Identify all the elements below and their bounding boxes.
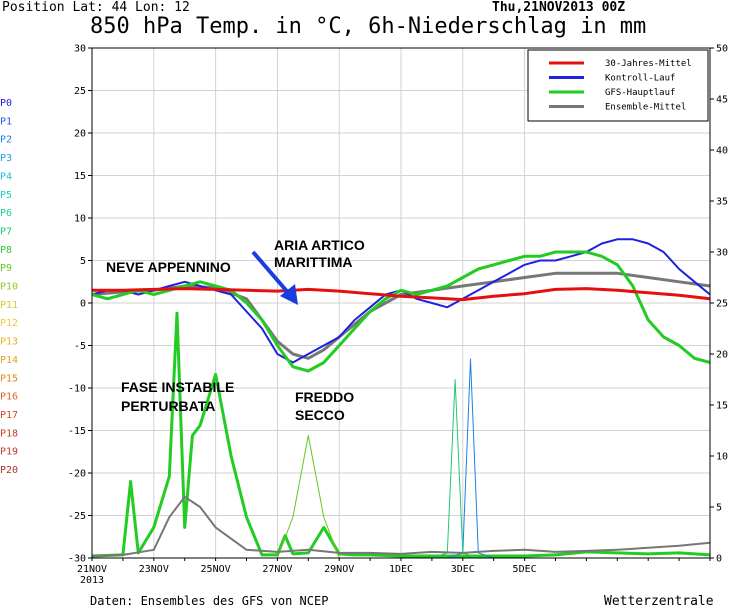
data-source: Daten: Ensembles des GFS von NCEP [90,594,329,608]
member-label-p18: P18 [0,428,18,439]
temperature-series [91,238,711,373]
member-label-p3: P3 [0,153,12,164]
chart-title: 850 hPa Temp. in °C, 6h-Niederschlag in … [90,14,647,39]
annotation-marittima: MARITTIMA [274,254,353,270]
left-tick-label: -5 [74,341,86,352]
right-tick-label: 45 [716,95,728,106]
left-tick-label: -25 [68,511,86,522]
temp-line-30-jahres-mittel [92,287,711,302]
member-label-p14: P14 [0,355,18,366]
member-label-p13: P13 [0,337,18,348]
brand-label: Wetterzentrale [604,594,714,609]
precipitation-series [91,311,711,559]
precip-line-p2 [447,358,494,559]
right-tick-label: 40 [716,146,728,157]
member-label-p5: P5 [0,190,12,201]
left-tick-label: 15 [74,171,86,182]
right-tick-label: 20 [716,350,728,361]
legend-label: 30-Jahres-Mittel [605,59,692,69]
member-label-p11: P11 [0,300,18,311]
member-label-p4: P4 [0,171,12,182]
left-axis: 30 25 20 15 10 5 0 -5 -10 -15 -20 -25 -30 [68,44,92,565]
member-label-p2: P2 [0,135,12,146]
member-label-p16: P16 [0,392,18,403]
member-label-p15: P15 [0,373,18,384]
member-label-p12: P12 [0,318,18,329]
arrow-shaft [251,250,293,298]
precip-line-p9 [276,435,340,559]
left-tick-label: -15 [68,426,86,437]
x-tick-label: 23NOV [139,564,169,575]
member-label-p10: P10 [0,282,18,293]
member-label-p0: P0 [0,98,12,109]
x-tick-label: 25NOV [201,564,231,575]
member-label-p7: P7 [0,226,12,237]
member-label-p6: P6 [0,208,12,219]
member-label-p19: P19 [0,447,18,458]
x-tick-label: 27NOV [262,564,292,575]
arrow-icon [251,250,298,305]
precip-line-p7 [431,379,479,559]
x-tick-label: 29NOV [324,564,354,575]
left-tick-label: -20 [68,469,86,480]
precip-line-gfs-hauptlauf [91,311,711,558]
annotation-neve-appennino: NEVE APPENNINO [106,259,231,275]
left-tick-label: -10 [68,384,86,395]
legend-label: Ensemble-Mittel [605,103,686,113]
right-tick-label: 50 [716,44,728,55]
left-tick-label: 10 [74,214,86,225]
right-tick-label: 0 [716,554,722,565]
x-tick-label: 1DEC [389,564,413,575]
annotation-aria-artico: ARIA ARTICO [274,237,365,253]
right-tick-label: 10 [716,452,728,463]
right-tick-label: 25 [716,299,728,310]
right-tick-label: 35 [716,197,728,208]
run-date: Thu,21NOV2013 00Z [492,0,626,15]
left-tick-label: -30 [68,554,86,565]
annotations: NEVE APPENNINO ARIA ARTICO MARITTIMA FAS… [106,237,365,423]
member-labels: P0 P1 P2 P3 P4 P5 P6 P7 P8 P9 P10 P11 P12 P13 P14 P15 P1… [0,98,18,476]
left-tick-label: 25 [74,86,86,97]
temp-line-ensemble-mittel [91,271,711,360]
legend-entries: 30-Jahres-Mittel Kontroll-Lauf GFS-Hauptla… [549,59,692,113]
x-axis: 21NOV2013 23NOV 25NOV 27NOV 29NOV 1DEC 3DEC 5DE… [77,558,711,586]
member-label-p17: P17 [0,410,18,421]
member-label-p9: P9 [0,263,12,274]
arrow-head [280,284,298,305]
legend-label: GFS-Hauptlauf [605,88,675,98]
legend: 30-Jahres-Mittel Kontroll-Lauf GFS-Hauptla… [527,49,709,122]
position-label: Position Lat: 44 Lon: 12 [2,0,190,15]
member-label-p1: P1 [0,116,12,127]
grid [91,47,710,559]
member-label-p8: P8 [0,245,12,256]
right-tick-label: 15 [716,401,728,412]
annotation-fase-instabile: FASE INSTABILE [121,379,234,395]
right-tick-label: 5 [716,503,722,514]
x-tick-label: 2013 [80,575,104,586]
annotation-freddo: FREDDO [295,389,354,405]
right-tick-label: 30 [716,248,728,259]
annotation-perturbata: PERTURBATA [121,398,215,414]
member-label-p20: P20 [0,465,18,476]
legend-label: Kontroll-Lauf [605,74,675,84]
annotation-secco: SECCO [295,407,345,423]
precip-line-ensemble-mittel [91,495,711,557]
temp-line-gfs-hauptlauf [91,250,711,373]
left-tick-label: 0 [80,299,86,310]
left-tick-label: 30 [74,44,86,55]
left-tick-label: 20 [74,129,86,140]
left-tick-label: 5 [80,256,86,267]
x-tick-label: 3DEC [451,564,475,575]
x-tick-label: 21NOV [77,564,107,575]
x-tick-label: 5DEC [513,564,537,575]
